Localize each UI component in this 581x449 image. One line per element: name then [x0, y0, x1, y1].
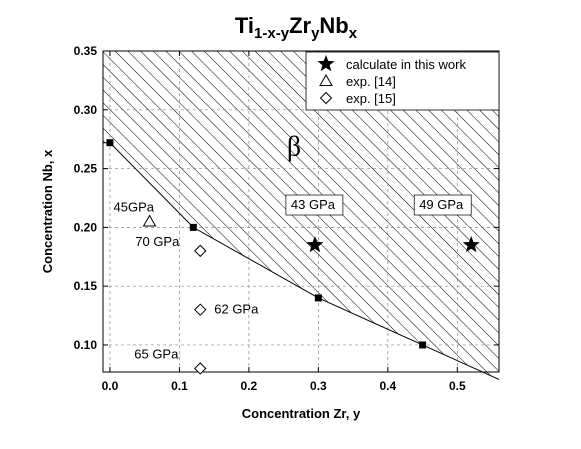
legend-box: [305, 51, 500, 111]
legend-triangle-marker: [319, 73, 333, 86]
boundary-point: [106, 139, 114, 147]
x-tick-label: 0.4: [379, 379, 396, 393]
diamond-marker: [194, 244, 207, 258]
title-ti: Ti: [235, 13, 254, 38]
title-zr: Zr: [289, 13, 311, 38]
y-tick-label: 0.30: [74, 103, 98, 117]
boundary-point: [419, 341, 427, 349]
title-sub-2: y: [311, 25, 320, 42]
beta-region-label: β: [287, 132, 301, 163]
data-annotations: 43 GPa 49 GPa 45GPa 70 GPa 62 GPa 65 GPa: [114, 194, 472, 361]
chart-title: Ti1-x-yZryNbx: [235, 13, 358, 42]
boundary-point: [189, 223, 197, 231]
y-tick-label: 0.15: [74, 279, 98, 293]
annotation-box: [285, 194, 344, 216]
boundary-point: [314, 294, 322, 302]
triangle-marker: [142, 214, 157, 227]
legend-label: exp. [15]: [346, 91, 396, 106]
title-sub-3: x: [349, 25, 358, 42]
x-tick-label: 0.0: [102, 379, 119, 393]
x-tick-label: 0.2: [241, 379, 258, 393]
phase-boundary-points: [106, 139, 427, 349]
data-label: 49 GPa: [419, 197, 464, 212]
x-tick-label: 0.1: [171, 379, 188, 393]
legend: calculate in this work exp. [14] exp. [15]: [305, 51, 500, 111]
x-tick-label: 0.5: [449, 379, 466, 393]
data-label: 43 GPa: [291, 197, 336, 212]
data-label: 45GPa: [114, 199, 155, 214]
x-tick-labels: 0.0 0.1 0.2 0.3 0.4 0.5: [102, 379, 466, 393]
x-axis-label: Concentration Zr, y: [242, 406, 361, 421]
y-tick-label: 0.25: [74, 162, 98, 176]
data-label: 65 GPa: [134, 346, 179, 361]
annotation-box: [413, 194, 472, 216]
diamond-marker: [194, 303, 207, 316]
y-tick-label: 0.20: [74, 220, 98, 234]
x-tick-label: 0.3: [310, 379, 327, 393]
diamond-marker: [194, 362, 207, 375]
y-tick-labels: 0.10 0.15 0.20 0.25 0.30 0.35: [74, 44, 98, 352]
y-axis-label: Concentration Nb, x: [40, 149, 55, 273]
title-sub-1: 1-x-y: [254, 25, 290, 42]
data-label: 70 GPa: [135, 234, 180, 249]
legend-label: calculate in this work: [346, 57, 466, 72]
y-tick-label: 0.10: [74, 338, 98, 352]
legend-label: exp. [14]: [346, 74, 396, 89]
legend-diamond-marker: [319, 91, 333, 105]
star-marker: [462, 236, 480, 253]
data-label: 62 GPa: [214, 302, 259, 317]
data-markers: [142, 214, 480, 375]
legend-star-marker: [317, 55, 335, 72]
title-nb: Nb: [319, 13, 348, 38]
y-tick-label: 0.35: [74, 44, 98, 58]
plot-frame: [102, 50, 500, 373]
star-marker: [306, 236, 324, 253]
